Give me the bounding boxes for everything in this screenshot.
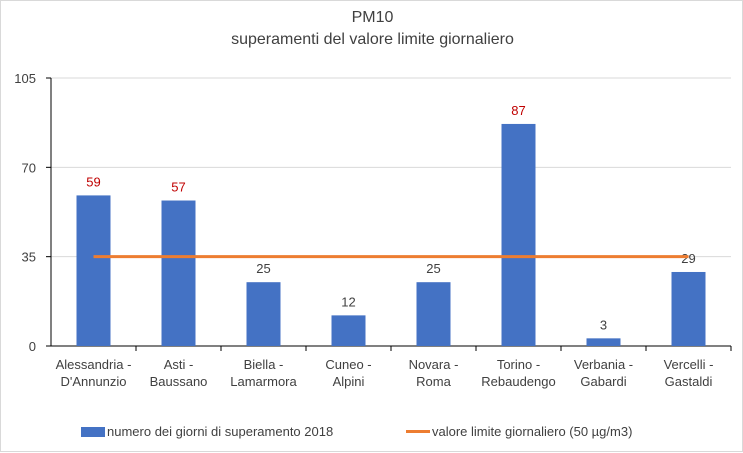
x-tick-label: Biella - bbox=[244, 357, 284, 372]
legend-item-line: valore limite giornaliero (50 µg/m3) bbox=[406, 424, 632, 439]
x-tick-label: Asti - bbox=[164, 357, 194, 372]
data-label: 29 bbox=[681, 251, 695, 266]
x-tick-label: D'Annunzio bbox=[60, 374, 126, 389]
data-label: 87 bbox=[511, 103, 525, 118]
bar bbox=[501, 123, 536, 346]
legend-swatch-line bbox=[406, 430, 430, 433]
bar bbox=[586, 338, 621, 346]
x-tick-label: Vercelli - bbox=[664, 357, 714, 372]
x-tick-label: Lamarmora bbox=[230, 374, 297, 389]
x-tick-label: Torino - bbox=[497, 357, 540, 372]
y-tick-label: 105 bbox=[14, 71, 36, 86]
x-tick-label: Alpini bbox=[333, 374, 365, 389]
data-label: 25 bbox=[426, 261, 440, 276]
bar bbox=[76, 195, 111, 346]
data-label: 12 bbox=[341, 294, 355, 309]
data-label: 25 bbox=[256, 261, 270, 276]
data-label: 59 bbox=[86, 174, 100, 189]
x-tick-label: Roma bbox=[416, 374, 451, 389]
legend-label: valore limite giornaliero (50 µg/m3) bbox=[432, 424, 633, 439]
y-tick-label: 35 bbox=[22, 250, 36, 265]
x-tick-label: Alessandria - bbox=[56, 357, 132, 372]
x-tick-label: Verbania - bbox=[574, 357, 633, 372]
bar bbox=[161, 200, 196, 346]
chart-subtitle: superamenti del valore limite giornalier… bbox=[231, 31, 514, 48]
data-label: 3 bbox=[600, 317, 607, 332]
x-tick-label: Rebaudengo bbox=[481, 374, 555, 389]
bar bbox=[416, 282, 451, 346]
data-label: 57 bbox=[171, 180, 185, 195]
y-tick-label: 0 bbox=[29, 339, 36, 354]
bar bbox=[671, 271, 706, 346]
bar bbox=[331, 315, 366, 346]
x-tick-label: Gastaldi bbox=[665, 374, 713, 389]
x-tick-label: Baussano bbox=[150, 374, 208, 389]
bar bbox=[246, 282, 281, 346]
chart-title: PM10 bbox=[351, 9, 394, 26]
legend-item-bars: numero dei giorni di superamento 2018 bbox=[81, 424, 333, 439]
y-tick-label: 70 bbox=[22, 160, 36, 175]
legend-swatch-bar bbox=[81, 426, 105, 437]
x-tick-label: Novara - bbox=[409, 357, 459, 372]
legend-label: numero dei giorni di superamento 2018 bbox=[107, 424, 334, 439]
x-tick-label: Gabardi bbox=[580, 374, 626, 389]
x-tick-label: Cuneo - bbox=[325, 357, 371, 372]
